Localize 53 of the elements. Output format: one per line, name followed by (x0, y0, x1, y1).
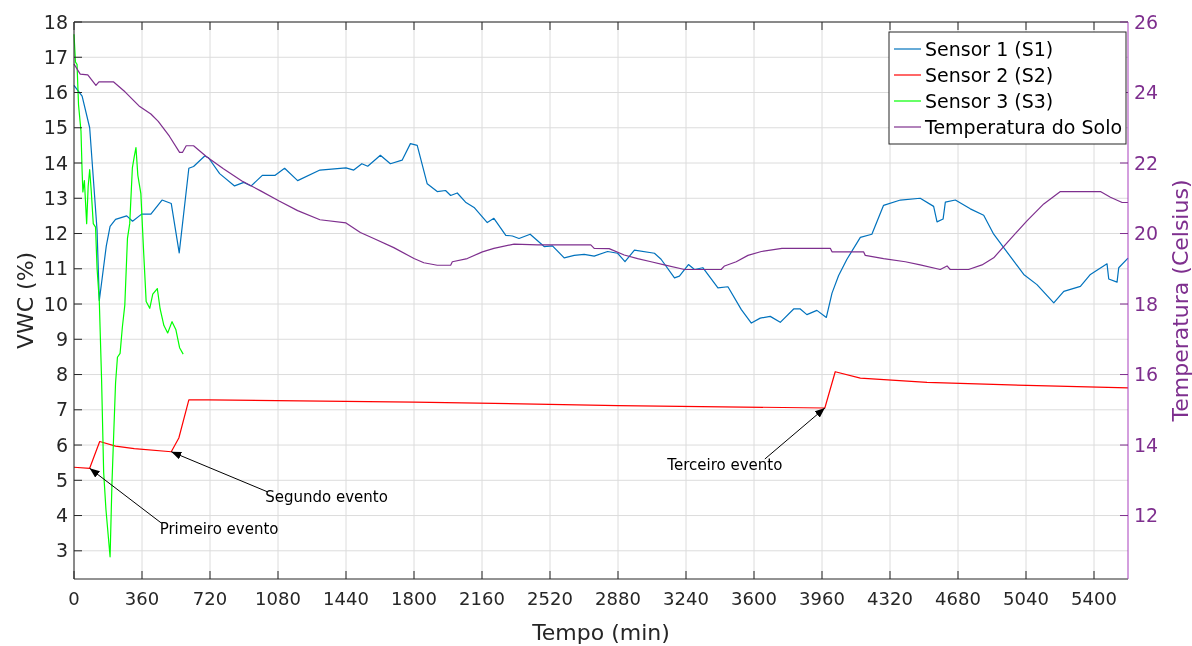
y-tick-label: 8 (55, 363, 68, 386)
y-tick-label: 12 (43, 222, 68, 245)
x-tick-label: 2160 (459, 588, 505, 609)
y2-tick-label: 20 (1134, 222, 1159, 245)
y-tick-label: 18 (43, 10, 68, 33)
x-tick-label: 5400 (1071, 588, 1117, 609)
y-tick-label: 7 (55, 398, 68, 421)
y-tick-label: 14 (43, 151, 68, 174)
x-tick-label: 360 (124, 588, 160, 609)
x-tick-label: 5040 (1003, 588, 1049, 609)
y-tick-label: 3 (55, 539, 68, 562)
line-series (73, 63, 1129, 271)
x-axis-title: Tempo (min) (531, 620, 670, 645)
y2-tick-label: 16 (1134, 363, 1159, 386)
y2-tick-label: 24 (1134, 81, 1159, 104)
y2-tick-label: 12 (1134, 504, 1159, 527)
y-tick-label: 9 (55, 327, 68, 350)
x-tick-label: 3960 (799, 588, 845, 609)
x-tick-label: 720 (192, 588, 228, 609)
x-tick-label: 1080 (255, 588, 301, 609)
y-axis-title: VWC (%) (13, 251, 38, 350)
y2-tick-label: 18 (1134, 292, 1159, 315)
legend-label: Sensor 1 (S1) (925, 37, 1054, 60)
x-tick-label: 1800 (391, 588, 437, 609)
x-tick-label: 4680 (935, 588, 981, 609)
y-tick-label: 10 (43, 292, 68, 315)
x-tick-label: 2880 (595, 588, 641, 609)
x-tick-label: 4320 (867, 588, 913, 609)
y-tick-label: 13 (43, 186, 68, 209)
y-tick-label: 5 (55, 468, 68, 491)
y-tick-label: 4 (55, 504, 68, 527)
annotation: Terceiro evento (666, 456, 783, 475)
legend-label: Temperatura do Solo (924, 115, 1123, 138)
x-tick-label: 3240 (663, 588, 709, 609)
y2-tick-label: 14 (1134, 433, 1159, 456)
y-tick-label: 15 (43, 116, 68, 139)
y-tick-label: 11 (43, 257, 68, 280)
y-tick-label: 17 (43, 45, 68, 68)
line-series (73, 84, 1129, 324)
y2-tick-label: 22 (1134, 151, 1159, 174)
y-tick-label: 6 (55, 433, 68, 456)
y2-axis-title: Temperatura (Celsius) (1168, 179, 1192, 423)
y2-tick-label: 26 (1134, 10, 1159, 33)
x-tick-label: 2520 (527, 588, 573, 609)
legend-label: Sensor 3 (S3) (925, 89, 1054, 112)
annotation: Primeiro evento (159, 520, 279, 539)
x-tick-label: 1440 (323, 588, 369, 609)
x-tick-label: 3600 (731, 588, 777, 609)
line-series (73, 371, 1129, 469)
annotation: Segundo evento (265, 487, 388, 506)
x-tick-label: 0 (68, 588, 80, 609)
y-tick-label: 16 (43, 81, 68, 104)
legend-label: Sensor 2 (S2) (925, 63, 1054, 86)
